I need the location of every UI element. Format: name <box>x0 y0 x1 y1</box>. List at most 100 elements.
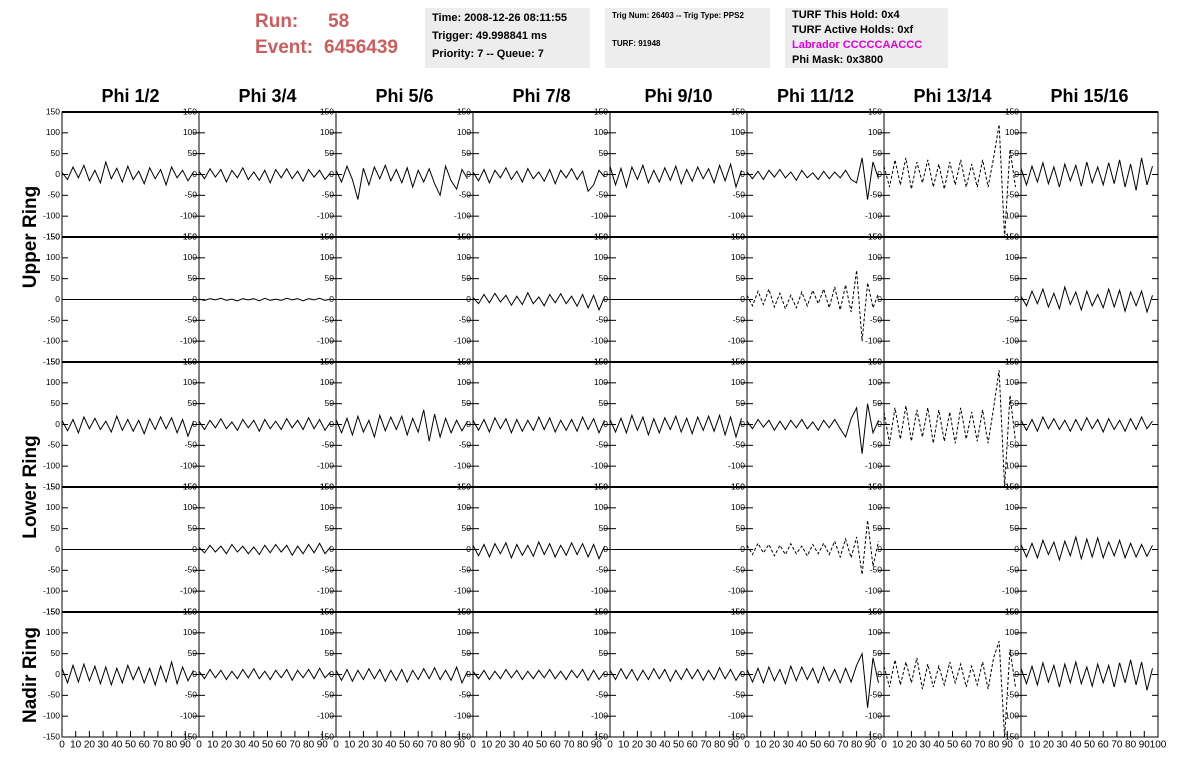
y-tick-label: 50 <box>736 523 746 533</box>
run-label: Run: <box>255 11 298 32</box>
x-tick-label: 30 <box>646 740 658 751</box>
y-tick-label: 0 <box>192 419 197 429</box>
y-tick-label: -100 <box>865 335 882 345</box>
y-tick-label: 150 <box>1005 481 1019 491</box>
y-tick-label: -100 <box>728 335 745 345</box>
y-tick-label: -50 <box>596 565 609 575</box>
x-tick-label: 80 <box>166 740 178 751</box>
y-tick-label: -50 <box>322 565 335 575</box>
x-tick-label: 70 <box>563 740 575 751</box>
x-tick-label: 20 <box>358 740 370 751</box>
x-tick-label: 30 <box>372 740 384 751</box>
y-tick-label: 100 <box>183 377 197 387</box>
y-tick-label: 50 <box>1010 523 1020 533</box>
y-tick-label: 100 <box>46 502 60 512</box>
y-tick-label: -100 <box>180 460 197 470</box>
y-tick-label: 50 <box>51 523 61 533</box>
y-tick-label: -100 <box>591 210 608 220</box>
x-tick-label: 40 <box>111 740 123 751</box>
x-tick-label: 0 <box>196 740 202 751</box>
x-tick-label: 20 <box>906 740 918 751</box>
x-tick-label: 80 <box>440 740 452 751</box>
column-header: Phi 15/16 <box>1050 86 1128 106</box>
waveform <box>198 667 331 682</box>
waveform <box>883 641 1016 738</box>
y-tick-label: 100 <box>731 252 745 262</box>
y-tick-label: 100 <box>46 377 60 387</box>
waveform <box>746 157 879 200</box>
panel-frame <box>883 611 1022 738</box>
info-text: Time: 2008-12-26 08:11:55 <box>432 12 567 24</box>
column-header: Phi 3/4 <box>238 86 296 106</box>
waveform <box>1020 535 1153 562</box>
y-tick-label: 0 <box>55 419 60 429</box>
y-tick-label: -100 <box>43 335 60 345</box>
y-tick-label: -100 <box>1002 460 1019 470</box>
y-tick-label: 100 <box>457 502 471 512</box>
y-tick-label: 50 <box>736 648 746 658</box>
y-tick-label: -50 <box>322 440 335 450</box>
y-tick-label: 50 <box>325 398 335 408</box>
x-tick-label: 70 <box>289 740 301 751</box>
y-tick-label: 100 <box>868 627 882 637</box>
y-tick-label: -50 <box>1007 565 1020 575</box>
y-tick-label: 150 <box>868 481 882 491</box>
y-tick-label: 100 <box>183 627 197 637</box>
waveform <box>1020 285 1153 314</box>
y-tick-label: 100 <box>1005 502 1019 512</box>
event-label: Event: <box>255 37 313 58</box>
waveform <box>746 651 879 708</box>
panel-frame <box>883 361 1022 488</box>
x-tick-label: 60 <box>961 740 973 751</box>
x-tick-label: 20 <box>495 740 507 751</box>
y-tick-label: -50 <box>733 190 746 200</box>
info-text: TURF: 91948 <box>612 39 661 48</box>
y-tick-label: 0 <box>55 544 60 554</box>
y-tick-label: 0 <box>603 544 608 554</box>
y-tick-label: -150 <box>865 731 882 741</box>
y-tick-label: 50 <box>325 648 335 658</box>
info-text: Priority: 7 -- Queue: 7 <box>432 48 544 60</box>
y-tick-label: 0 <box>603 669 608 679</box>
y-tick-label: 100 <box>320 502 334 512</box>
y-tick-label: 50 <box>873 148 883 158</box>
y-tick-label: 150 <box>457 106 471 116</box>
y-tick-label: 150 <box>46 606 60 616</box>
x-tick-label: 90 <box>1139 740 1151 751</box>
panel-frame <box>1020 611 1159 738</box>
row-label: Lower Ring <box>20 435 41 538</box>
row-label: Upper Ring <box>20 186 41 288</box>
y-tick-label: -50 <box>870 190 883 200</box>
column-header: Phi 7/8 <box>512 86 570 106</box>
y-tick-label: -50 <box>870 565 883 575</box>
waveform <box>61 414 194 438</box>
y-tick-label: 100 <box>868 502 882 512</box>
y-tick-label: 50 <box>325 523 335 533</box>
y-tick-label: -100 <box>1002 210 1019 220</box>
y-tick-label: 150 <box>46 356 60 366</box>
y-tick-label: -100 <box>454 460 471 470</box>
y-tick-label: -150 <box>43 481 60 491</box>
waveform <box>198 297 331 302</box>
panel-frame <box>883 111 1022 238</box>
y-tick-label: 0 <box>877 169 882 179</box>
y-tick-label: 50 <box>873 398 883 408</box>
y-tick-label: 0 <box>466 669 471 679</box>
y-tick-label: -100 <box>317 210 334 220</box>
info-box <box>785 8 948 68</box>
panel-frame <box>746 236 885 363</box>
y-tick-label: 0 <box>740 669 745 679</box>
y-tick-label: -100 <box>180 210 197 220</box>
y-tick-label: -50 <box>733 440 746 450</box>
info-box <box>605 8 770 68</box>
y-tick-label: 100 <box>594 252 608 262</box>
y-tick-label: 150 <box>594 356 608 366</box>
y-tick-label: -100 <box>865 210 882 220</box>
y-tick-label: -50 <box>596 315 609 325</box>
x-tick-label: 60 <box>824 740 836 751</box>
y-tick-label: 150 <box>46 481 60 491</box>
y-tick-label: 50 <box>325 148 335 158</box>
y-tick-label: -100 <box>317 710 334 720</box>
y-tick-label: 150 <box>46 231 60 241</box>
y-tick-label: 0 <box>192 669 197 679</box>
